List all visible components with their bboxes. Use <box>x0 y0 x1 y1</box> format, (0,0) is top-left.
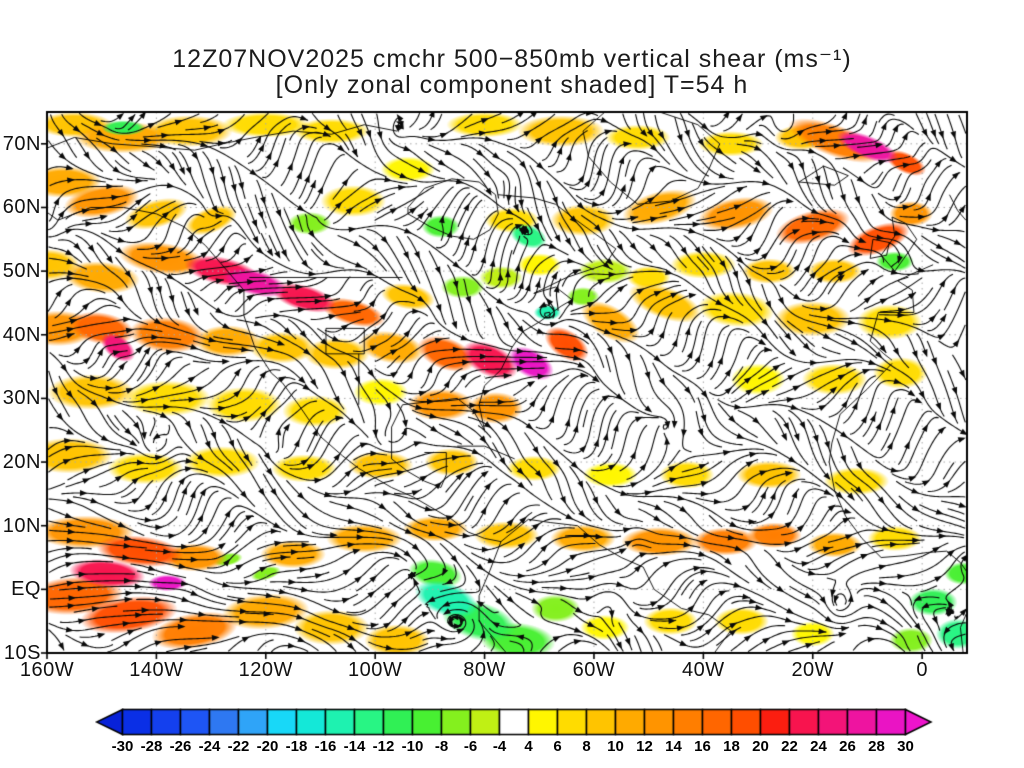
colorbar-tick-label--22: -22 <box>227 738 250 755</box>
colorbar-tick-label--20: -20 <box>256 738 279 755</box>
colorbar-tick-label-26: 26 <box>839 738 856 755</box>
lon-tick-label-160W: 160W <box>19 659 75 681</box>
colorbar-tick-label--8: -8 <box>434 738 449 755</box>
colorbar-tick-label--24: -24 <box>198 738 221 755</box>
colorbar-tick-label-14: 14 <box>665 738 682 755</box>
colorbar-tick-label--18: -18 <box>285 738 308 755</box>
lon-tick-label-120W: 120W <box>238 659 293 681</box>
colorbar-tick-label-4: 4 <box>524 738 533 755</box>
colorbar-tick-label-10: 10 <box>607 738 624 755</box>
lon-tick-label-80W: 80W <box>463 659 506 681</box>
colorbar-tick-label--28: -28 <box>140 738 163 755</box>
lon-tick-label-40W: 40W <box>682 659 725 681</box>
chart-title: 12Z07NOV2025 cmchr 500−850mb vertical sh… <box>172 45 852 73</box>
colorbar-tick-label--14: -14 <box>343 738 366 755</box>
colorbar-tick-label-16: 16 <box>694 738 711 755</box>
lat-tick-label-40N: 40N <box>2 323 41 346</box>
colorbar-canvas <box>95 708 935 736</box>
colorbar-tick-label--26: -26 <box>169 738 192 755</box>
lat-tick-label-60N: 60N <box>2 196 41 219</box>
streamline-map-canvas <box>37 102 977 663</box>
lon-tick-label-60W: 60W <box>572 659 616 681</box>
colorbar-tick-label--4: -4 <box>492 738 507 755</box>
lat-tick-label-10S: 10S <box>3 642 41 664</box>
map-plot-area: 70N 60N 50N 40N 30N 20N 10N EQ 10S 160W 140W 120W 10… <box>3 102 977 681</box>
lat-tick-label-70N: 70N <box>2 132 41 155</box>
colorbar-tick-label-8: 8 <box>582 738 591 755</box>
colorbar-tick-label-28: 28 <box>868 738 885 755</box>
colorbar-tick-label--30: -30 <box>111 738 134 755</box>
lat-tick-label-20N: 20N <box>2 451 41 474</box>
colorbar-tick-label--6: -6 <box>463 738 478 755</box>
colorbar-tick-label-24: 24 <box>810 738 827 755</box>
lat-tick-label-50N: 50N <box>2 260 41 283</box>
lat-tick-label-10N: 10N <box>2 514 41 537</box>
colorbar-tick-label-30: 30 <box>897 738 914 755</box>
colorbar: -30 -28 -26 -24 -22 -20 -18 -16 -14 -12 -10 -8 -6 -4 4… <box>95 708 935 760</box>
lat-tick-label-EQ: EQ <box>11 578 41 601</box>
colorbar-tick-label--10: -10 <box>401 738 424 755</box>
colorbar-tick-label-22: 22 <box>781 738 798 755</box>
lon-tick-label-20W: 20W <box>791 659 835 681</box>
colorbar-tick-label--12: -12 <box>372 738 395 755</box>
chart-subtitle: [Only zonal component shaded] T=54 h <box>275 71 749 99</box>
lon-tick-label-100W: 100W <box>348 659 403 681</box>
colorbar-tick-label--16: -16 <box>314 738 337 755</box>
lon-tick-label-0: 0 <box>916 659 928 681</box>
colorbar-tick-label-20: 20 <box>752 738 769 755</box>
colorbar-tick-label-18: 18 <box>723 738 740 755</box>
colorbar-tick-label-6: 6 <box>553 738 562 755</box>
colorbar-tick-label-12: 12 <box>636 738 653 755</box>
lat-tick-label-30N: 30N <box>2 387 41 410</box>
lon-tick-label-140W: 140W <box>129 659 184 681</box>
